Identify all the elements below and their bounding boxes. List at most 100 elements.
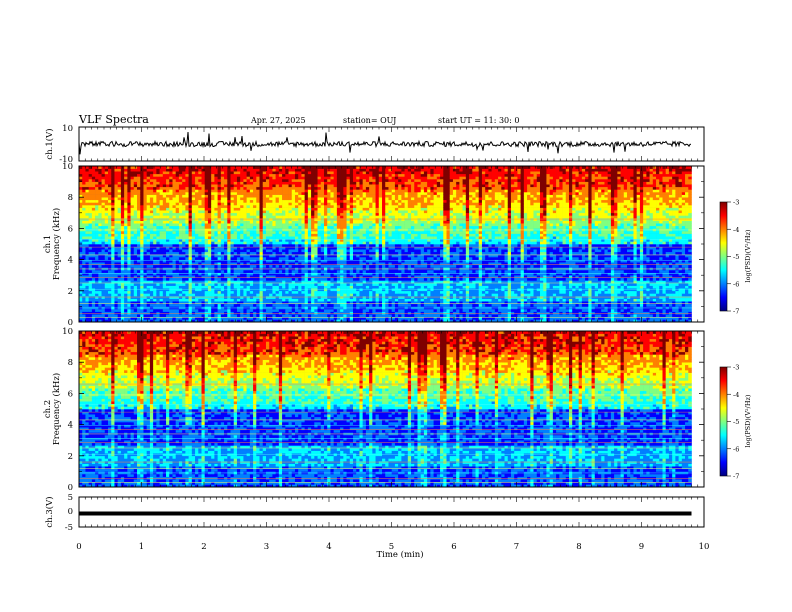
spectrogram-cell: [166, 283, 170, 286]
spectrogram-cell: [176, 208, 180, 211]
spectrogram-cell: [185, 184, 189, 187]
spectrogram-cell: [185, 202, 189, 205]
spectrogram-cell: [253, 218, 257, 221]
spectrogram-cell: [289, 312, 293, 315]
spectrogram-cell: [260, 221, 264, 224]
spectrogram-cell: [285, 213, 289, 216]
spectrogram-cell: [172, 312, 176, 315]
spectrogram-cell: [185, 257, 189, 260]
spectrogram-cell: [224, 301, 228, 304]
spectrogram-cell: [343, 273, 347, 276]
spectrogram-cell: [276, 265, 280, 268]
spectrogram-cell: [82, 192, 86, 195]
spectrogram-cell: [202, 283, 206, 286]
spectrogram-cell: [179, 312, 183, 315]
spectrogram-cell: [169, 215, 173, 218]
spectrogram-cell: [185, 260, 189, 263]
spectrogram-cell: [266, 200, 270, 203]
spectrogram-cell: [247, 213, 251, 216]
spectrogram-cell: [321, 210, 325, 213]
spectrogram-cell: [134, 314, 138, 317]
spectrogram-cell: [179, 314, 183, 317]
spectrogram-cell: [114, 208, 118, 211]
spectrogram-cell: [140, 202, 144, 205]
spectrogram-cell: [214, 273, 218, 276]
spectrogram-cell: [214, 252, 218, 255]
spectrogram-cell: [260, 226, 264, 229]
spectrogram-cell: [160, 195, 164, 198]
spectrogram-cell: [108, 244, 112, 247]
spectrogram-cell: [234, 252, 238, 255]
spectrogram-cell: [231, 176, 235, 179]
spectrogram-cell: [121, 234, 125, 237]
spectrogram-cell: [301, 197, 305, 200]
spectrogram-cell: [224, 249, 228, 252]
spectrogram-cell: [169, 202, 173, 205]
spectrogram-cell: [334, 278, 338, 281]
spectrogram-cell: [279, 200, 283, 203]
spectrogram-cell: [121, 195, 125, 198]
spectrogram-cell: [311, 309, 315, 312]
spectrogram-cell: [337, 182, 341, 185]
spectrogram-cell: [327, 200, 331, 203]
spectrogram-cell: [314, 312, 318, 315]
spectrogram-cell: [198, 195, 202, 198]
spectrogram-cell: [256, 241, 260, 244]
spectrogram-cell: [276, 182, 280, 185]
spectrogram-cell: [224, 169, 228, 172]
spectrogram-cell: [163, 270, 167, 273]
spectrogram-cell: [243, 226, 247, 229]
spectrogram-cell: [114, 234, 118, 237]
spectrogram-cell: [218, 278, 222, 281]
spectrogram-cell: [234, 236, 238, 239]
spectrogram-cell: [92, 288, 96, 291]
spectrogram-cell: [85, 234, 89, 237]
spectrogram-cell: [340, 184, 344, 187]
spectrogram-cell: [192, 174, 196, 177]
spectrogram-cell: [169, 179, 173, 182]
spectrogram-cell: [243, 314, 247, 317]
spectrogram-cell: [237, 200, 241, 203]
spectrogram-cell: [324, 231, 328, 234]
spectrogram-cell: [118, 260, 122, 263]
spectrogram-cell: [211, 265, 215, 268]
spectrogram-cell: [301, 314, 305, 317]
spectrogram-cell: [263, 202, 267, 205]
spectrogram-cell: [195, 205, 199, 208]
spectrogram-cell: [247, 210, 251, 213]
spectrogram-cell: [227, 309, 231, 312]
spectrogram-cell: [102, 174, 106, 177]
spectrogram-cell: [179, 265, 183, 268]
spectrogram-cell: [198, 241, 202, 244]
spectrogram-cell: [192, 286, 196, 289]
spectrogram-cell: [153, 244, 157, 247]
spectrogram-cell: [156, 296, 160, 299]
spectrogram-cell: [231, 273, 235, 276]
spectrogram-cell: [195, 197, 199, 200]
spectrogram-cell: [314, 208, 318, 211]
spectrogram-cell: [305, 176, 309, 179]
spectrogram-cell: [330, 169, 334, 172]
spectrogram-cell: [108, 301, 112, 304]
spectrogram-cell: [105, 293, 109, 296]
spectrogram-cell: [176, 195, 180, 198]
spectrogram-cell: [182, 262, 186, 265]
spectrogram-cell: [185, 226, 189, 229]
spectrogram-cell: [208, 252, 212, 255]
spectrogram-cell: [305, 252, 309, 255]
spectrogram-cell: [89, 257, 93, 260]
spectrogram-cell: [340, 221, 344, 224]
spectrogram-cell: [272, 179, 276, 182]
spectrogram-cell: [243, 293, 247, 296]
spectrogram-cell: [182, 189, 186, 192]
spectrogram-cell: [202, 187, 206, 190]
spectrogram-cell: [124, 312, 128, 315]
spectrogram-cell: [153, 231, 157, 234]
spectrogram-cell: [227, 288, 231, 291]
spectrogram-cell: [298, 314, 302, 317]
spectrogram-cell: [85, 296, 89, 299]
spectrogram-cell: [334, 314, 338, 317]
spectrogram-cell: [343, 314, 347, 317]
spectrogram-cell: [140, 309, 144, 312]
spectrogram-cell: [330, 210, 334, 213]
